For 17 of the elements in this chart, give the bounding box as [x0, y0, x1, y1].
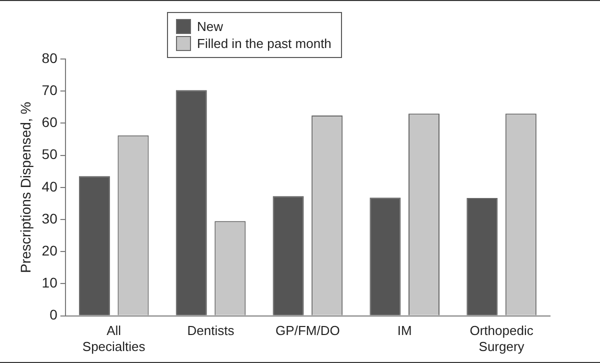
legend-label: New: [197, 19, 224, 34]
y-tick-label: 10: [42, 274, 58, 291]
y-tick-label: 0: [50, 306, 58, 323]
y-tick-label: 50: [42, 146, 58, 162]
x-tick-label: Dentists: [187, 323, 235, 338]
x-tick-label: All Specialties: [82, 323, 146, 354]
x-tick-label: Orthopedic Surgery: [470, 323, 534, 354]
y-tick-label: 30: [42, 210, 58, 226]
y-tick-label: 60: [42, 114, 58, 130]
y-tick-label: 20: [42, 242, 58, 258]
y-axis-title: Prescriptions Dispensed, %: [17, 102, 34, 273]
legend-label: Filled in the past month: [197, 36, 332, 51]
y-tick-label: 70: [42, 82, 58, 98]
y-tick-label: 80: [42, 50, 58, 66]
y-tick-label: 40: [42, 178, 58, 194]
x-tick-label: GP/FM/DO: [276, 323, 340, 338]
x-tick-label: IM: [397, 323, 412, 338]
